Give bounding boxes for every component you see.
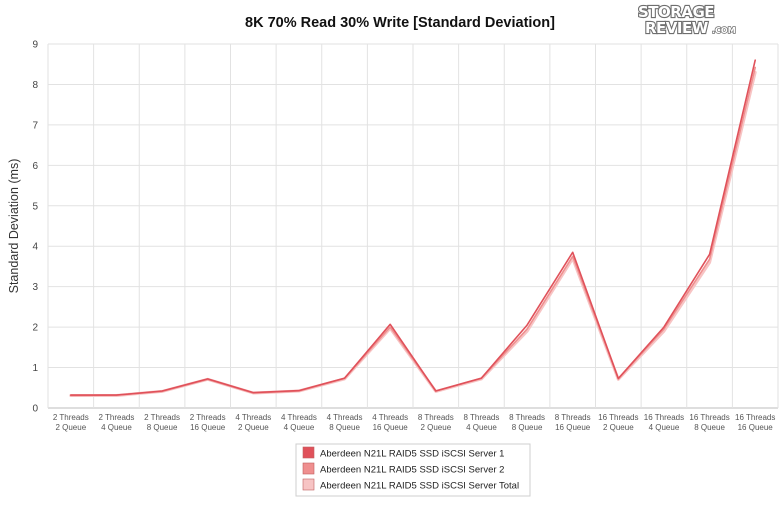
x-tick-label: 2 Threads (53, 413, 89, 422)
y-axis: 0 1 2 3 4 5 6 7 8 9 (32, 40, 38, 415)
x-tick-label: 2 Queue (603, 423, 634, 432)
x-tick-label: 4 Threads (372, 413, 408, 422)
x-tick-label: 16 Queue (555, 423, 591, 432)
x-tick-label: 8 Threads (555, 413, 591, 422)
x-tick-label: 2 Threads (190, 413, 226, 422)
x-tick-label: 8 Queue (694, 423, 725, 432)
legend-box (295, 443, 531, 497)
x-tick-label: 4 Queue (101, 423, 132, 432)
chart-gridlines (47, 43, 779, 409)
x-tick-label: 16 Threads (735, 413, 775, 422)
x-tick-label: 4 Queue (466, 423, 497, 432)
x-tick-label: 8 Threads (464, 413, 500, 422)
x-tick-label: 16 Queue (373, 423, 409, 432)
x-tick-label: 2 Threads (144, 413, 180, 422)
x-tick-label: 8 Threads (418, 413, 454, 422)
series-line-1 (70, 59, 757, 396)
x-tick-label: 16 Threads (644, 413, 684, 422)
logo-text-suffix: .COM (712, 26, 736, 35)
legend-entry-label: Aberdeen N21L RAID5 SSD iSCSI Server 2 (320, 465, 504, 476)
x-tick-label: 4 Threads (327, 413, 363, 422)
x-tick-label: 2 Queue (238, 423, 269, 432)
x-tick-label: 16 Threads (598, 413, 638, 422)
chart-legend: Aberdeen N21L RAID5 SSD iSCSI Server 1 Ab… (295, 443, 531, 497)
x-tick-label: 2 Threads (99, 413, 135, 422)
y-tick-label: 2 (32, 323, 38, 334)
logo-text-top: STORAGE (638, 3, 714, 21)
x-tick-label: 8 Queue (512, 423, 543, 432)
x-tick-label: 8 Threads (509, 413, 545, 422)
x-tick-label: 16 Queue (738, 423, 774, 432)
y-tick-label: 5 (32, 201, 38, 212)
y-axis-label: Standard Deviation (ms) (7, 159, 21, 294)
x-tick-label: 2 Queue (55, 423, 86, 432)
y-tick-label: 4 (32, 242, 38, 253)
x-tick-label: 4 Threads (235, 413, 271, 422)
logo-text-bottom: REVIEW (645, 19, 709, 37)
y-tick-label: 7 (32, 120, 38, 131)
y-tick-label: 9 (32, 40, 38, 51)
chart-title: 8K 70% Read 30% Write [Standard Deviatio… (245, 15, 555, 31)
y-tick-label: 1 (32, 363, 38, 374)
y-tick-label: 0 (32, 404, 38, 415)
legend-entry-label: Aberdeen N21L RAID5 SSD iSCSI Server 1 (320, 449, 504, 460)
x-tick-label: 8 Queue (147, 423, 178, 432)
legend-swatch (302, 446, 315, 459)
x-tick-label: 8 Queue (329, 423, 360, 432)
x-tick-label: 4 Queue (284, 423, 315, 432)
x-tick-label: 16 Threads (689, 413, 729, 422)
y-tick-label: 8 (32, 80, 38, 91)
x-tick-label: 16 Queue (190, 423, 226, 432)
x-tick-label: 4 Threads (281, 413, 317, 422)
y-tick-label: 6 (32, 161, 38, 172)
y-tick-label: 3 (32, 282, 38, 293)
legend-swatch (302, 478, 315, 491)
chart-series (69, 59, 757, 397)
storagereview-logo: STORAGE REVIEW .COM (637, 2, 737, 38)
legend-entry-label: Aberdeen N21L RAID5 SSD iSCSI Server Tot… (320, 481, 519, 492)
x-tick-label: 4 Queue (649, 423, 680, 432)
legend-swatch (302, 462, 315, 475)
x-tick-label: 2 Queue (420, 423, 451, 432)
